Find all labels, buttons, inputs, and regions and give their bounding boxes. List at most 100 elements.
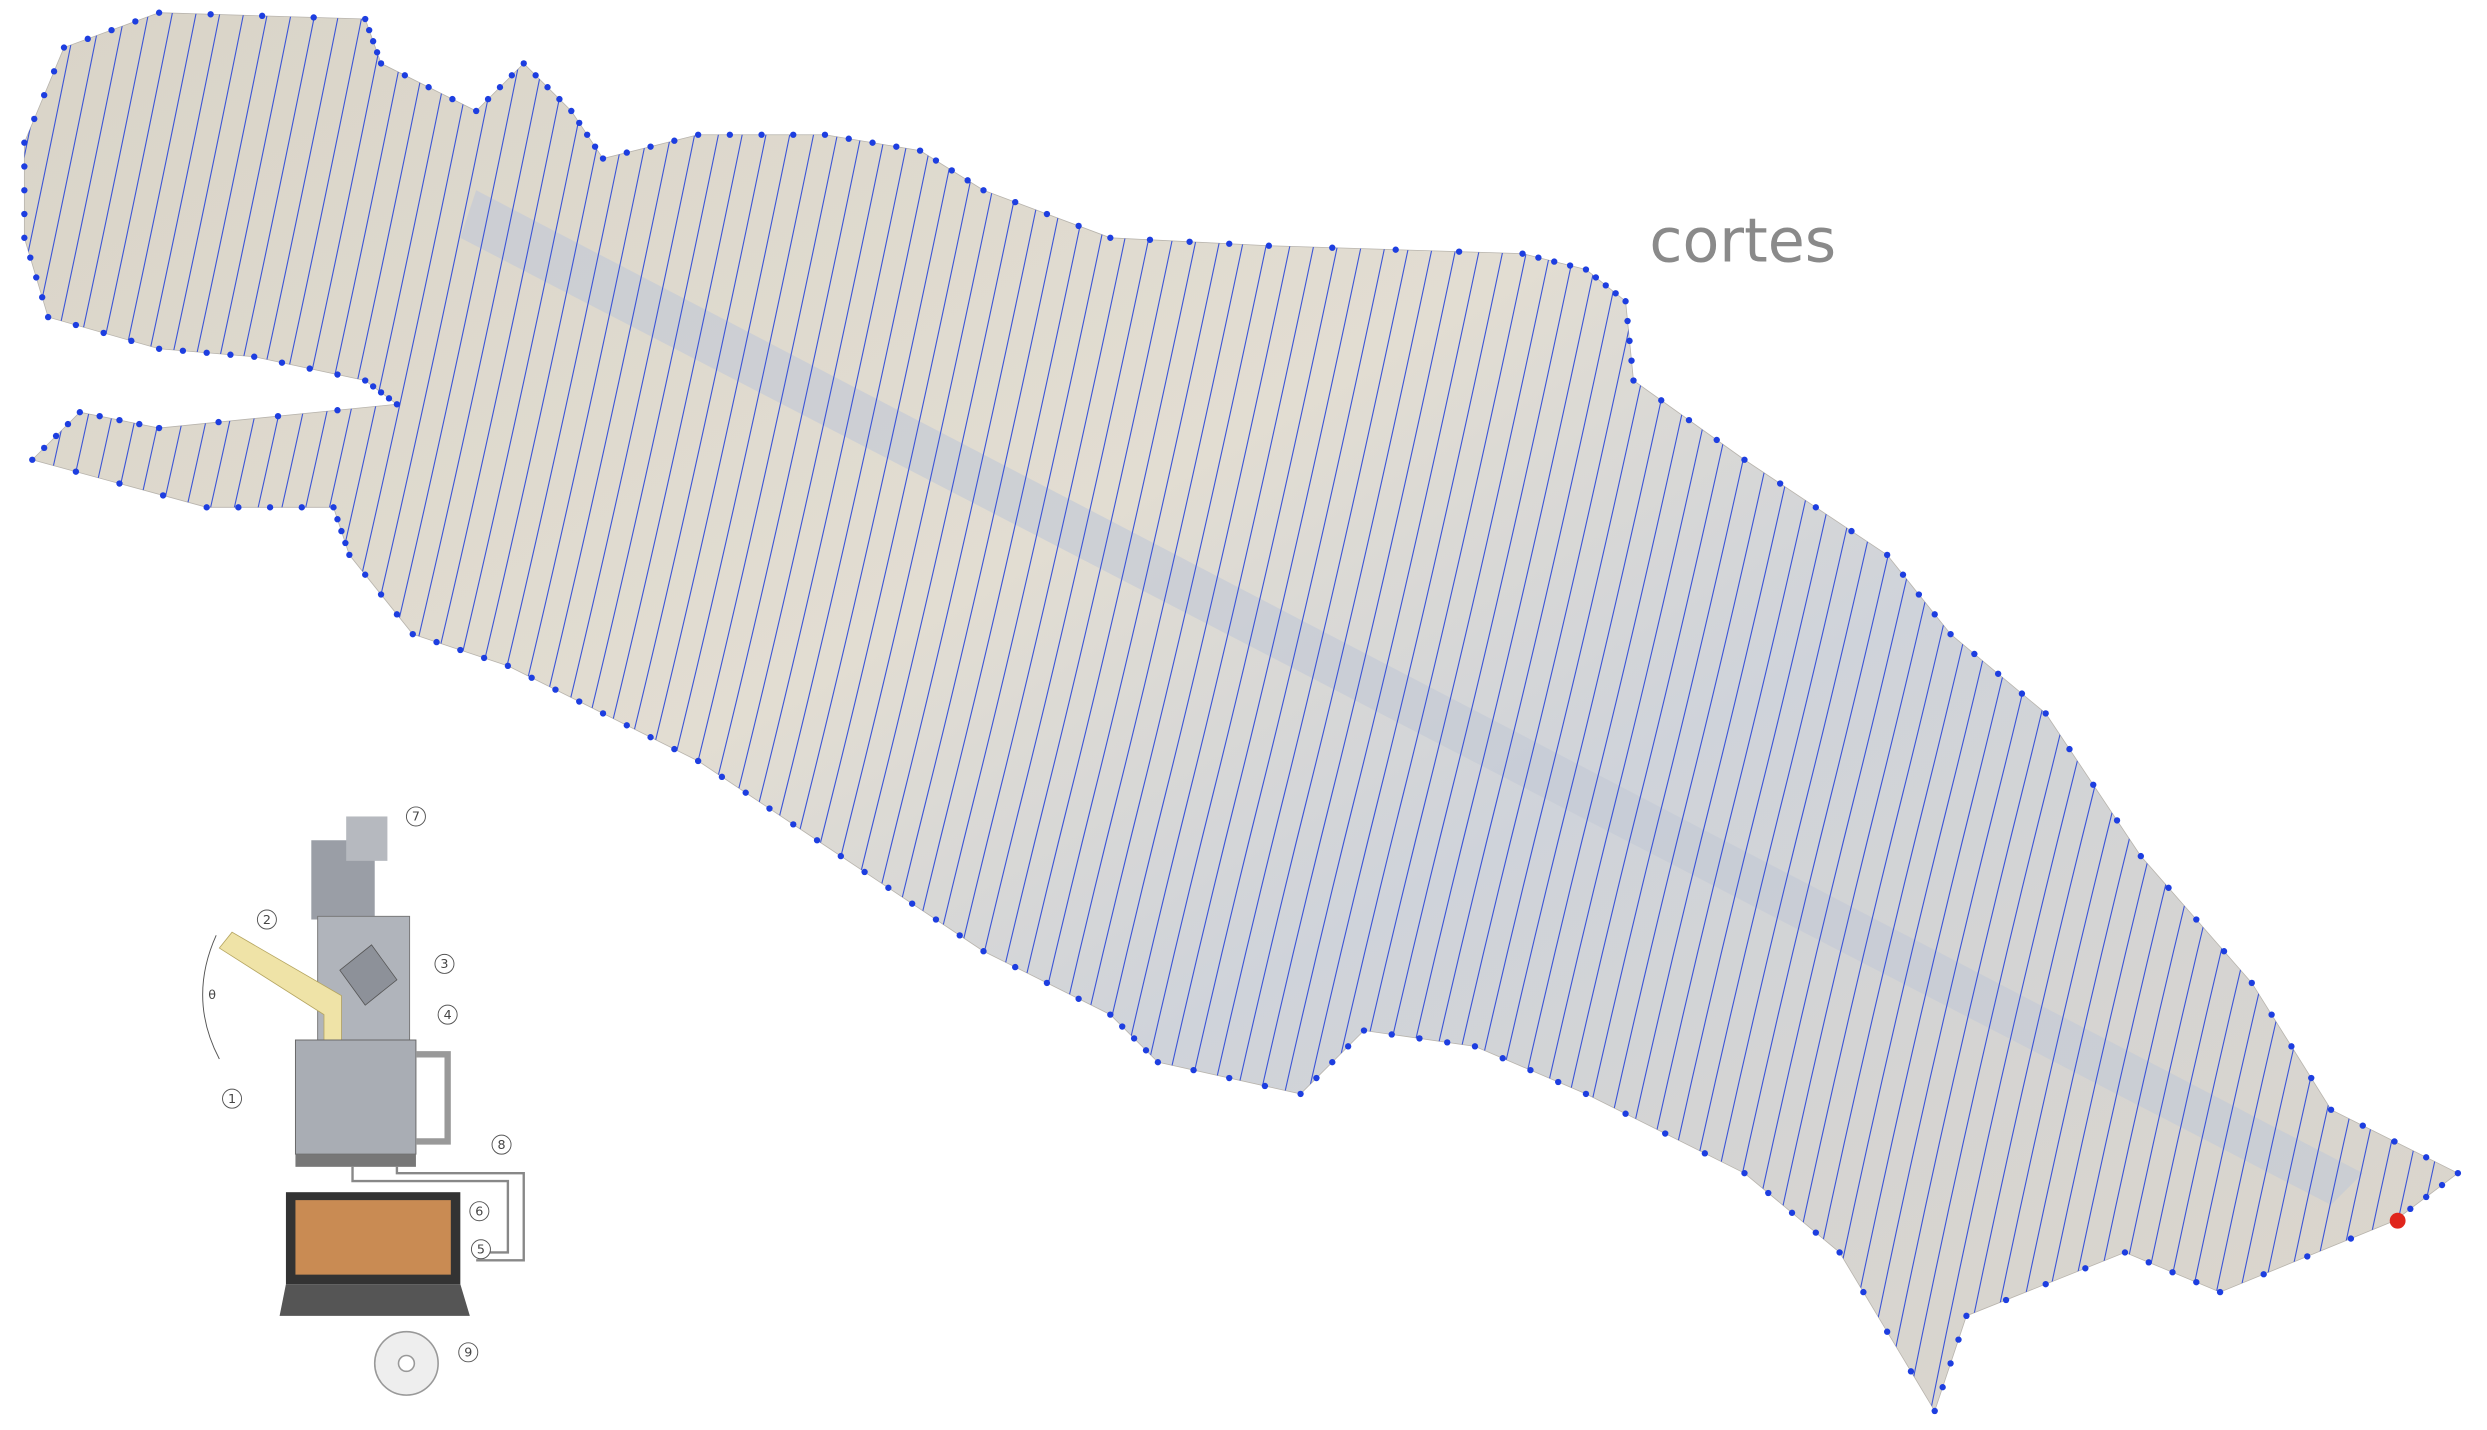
mirror — [339, 944, 398, 1006]
end-point — [21, 210, 28, 218]
end-point — [718, 773, 726, 780]
callout-circle — [491, 1134, 512, 1155]
end-point — [76, 409, 84, 416]
end-point — [96, 412, 103, 420]
callout-label: 3 — [440, 956, 448, 971]
callout-label: 1 — [228, 1091, 236, 1106]
callout-label: 8 — [498, 1137, 506, 1152]
end-point — [393, 611, 401, 618]
end-point — [1776, 480, 1784, 487]
end-point — [1566, 262, 1574, 269]
end-point — [1947, 1360, 1954, 1367]
end-point — [1628, 357, 1635, 364]
end-point — [369, 38, 377, 45]
end-point — [758, 131, 765, 138]
end-point — [409, 630, 416, 638]
end-point — [1630, 377, 1637, 384]
title: cortes — [1649, 207, 1836, 277]
end-point — [1612, 290, 1619, 297]
end-point — [31, 115, 38, 123]
callout-circle — [222, 1088, 243, 1109]
end-point — [2327, 1106, 2335, 1113]
end-point — [2113, 817, 2121, 824]
end-point — [1261, 1082, 1269, 1090]
end-point — [726, 131, 734, 138]
end-point — [449, 95, 456, 103]
end-point — [278, 359, 286, 366]
end-point — [504, 662, 512, 670]
end-point — [1329, 1059, 1336, 1066]
end-point — [1555, 1078, 1562, 1086]
end-point — [41, 91, 48, 99]
end-point — [2268, 1011, 2275, 1018]
end-point — [2145, 1259, 2152, 1266]
callout-label: 9 — [464, 1345, 472, 1360]
end-point — [1812, 1229, 1819, 1236]
end-point — [1043, 979, 1051, 987]
end-point — [72, 321, 80, 329]
end-point — [1499, 1055, 1506, 1062]
end-point — [980, 948, 987, 955]
end-point — [1741, 1170, 1748, 1177]
end-point — [425, 84, 432, 91]
end-point — [932, 157, 940, 164]
end-point — [155, 9, 163, 16]
end-point — [338, 527, 345, 535]
scanner-body — [294, 1039, 417, 1155]
end-point — [330, 504, 337, 511]
end-point — [1444, 1039, 1451, 1046]
end-point — [821, 131, 829, 138]
end-point — [576, 698, 583, 705]
section-line — [24, 12, 152, 1411]
end-point — [1527, 1066, 1534, 1074]
scanner-diagram: θ 1 2 3 4 5 6 7 8 9 — [202, 806, 525, 1396]
end-point — [1622, 298, 1629, 305]
callout: 8 — [491, 1134, 512, 1155]
end-point — [159, 492, 167, 499]
base — [295, 1154, 416, 1167]
end-point — [1602, 282, 1609, 289]
section-line — [2330, 12, 2458, 1411]
callout: 2 — [256, 909, 277, 930]
end-point — [2220, 948, 2228, 955]
end-point — [1883, 551, 1891, 559]
end-point — [116, 416, 123, 424]
end-point — [346, 551, 353, 559]
end-point — [362, 15, 369, 23]
end-point — [2137, 852, 2144, 860]
end-point — [766, 805, 773, 812]
end-point — [1329, 244, 1336, 251]
end-point — [1519, 250, 1526, 257]
end-point — [1582, 266, 1590, 273]
end-point — [1624, 317, 1631, 325]
end-point — [2260, 1271, 2267, 1278]
end-point — [2359, 1122, 2366, 1129]
ridge-band — [460, 190, 2363, 1205]
end-point — [1471, 1043, 1479, 1050]
callout: 9 — [458, 1342, 479, 1363]
end-point — [401, 72, 409, 79]
end-point — [84, 35, 91, 43]
end-point — [568, 107, 575, 115]
end-point — [1392, 246, 1399, 253]
end-point — [29, 456, 36, 463]
end-point — [813, 837, 821, 844]
end-point — [790, 131, 797, 138]
section-line — [24, 12, 128, 1411]
end-point — [136, 420, 143, 428]
end-point — [623, 149, 630, 156]
end-point — [342, 539, 349, 547]
end-point — [1955, 1336, 1962, 1343]
end-point — [1931, 1407, 1938, 1415]
end-point — [21, 187, 28, 194]
end-point — [1947, 630, 1954, 638]
end-point — [583, 131, 591, 138]
end-point — [2002, 1296, 2010, 1304]
end-point — [556, 95, 563, 103]
callout-label: 5 — [477, 1242, 485, 1257]
end-point — [1860, 1288, 1867, 1296]
end-point — [1939, 1384, 1946, 1391]
end-point — [1075, 222, 1082, 230]
end-point — [258, 12, 266, 20]
end-point — [155, 424, 163, 432]
